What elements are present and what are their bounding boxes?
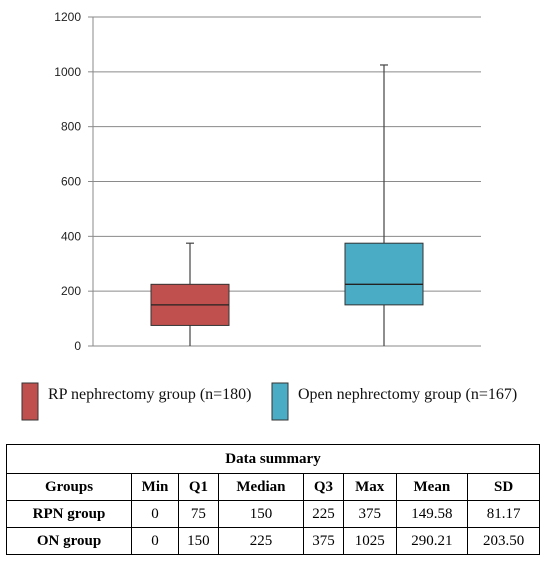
cell-min: 0 — [131, 527, 179, 555]
legend-swatch — [271, 382, 289, 421]
cell-sd: 203.50 — [467, 527, 540, 555]
box-plot-2 — [344, 64, 424, 346]
cell-mean: 290.21 — [395, 527, 469, 555]
cell-mean: 149.58 — [395, 500, 469, 528]
header-min: Min — [131, 473, 179, 501]
header-max: Max — [342, 473, 397, 501]
legend-label: Open nephrectomy group (n=167) — [298, 386, 517, 403]
cell-median: 225 — [217, 527, 305, 555]
header-q1: Q1 — [177, 473, 219, 501]
box-plot-chart: 0 200 400 600 800 1000 1200 RP nephrectomy gro… — [21, 10, 517, 421]
y-tick-label: 800 — [61, 120, 81, 134]
table-title-row: Data summary — [6, 444, 540, 474]
iqr-box — [344, 242, 424, 306]
y-tick-label: 200 — [61, 284, 81, 298]
header-q3: Q3 — [303, 473, 344, 501]
table-title: Data summary — [6, 444, 540, 474]
boxes — [150, 64, 424, 346]
cell-q3: 375 — [303, 527, 344, 555]
legend: RP nephrectomy group (n=180) Open nephrec… — [21, 382, 517, 421]
data-summary-table: Data summary Groups Min Q1 Median Q3 Max… — [5, 444, 540, 555]
header-median: Median — [217, 473, 305, 501]
cell-q1: 75 — [177, 500, 219, 528]
header-groups: Groups — [5, 473, 133, 501]
cell-q1: 150 — [177, 527, 219, 555]
header-sd: SD — [467, 473, 540, 501]
y-axis-ticks: 0 200 400 600 800 1000 1200 — [54, 10, 81, 353]
y-tick-label: 1000 — [54, 65, 81, 79]
cell-sd: 81.17 — [467, 500, 540, 528]
y-tick-label: 400 — [61, 229, 81, 243]
cell-q3: 225 — [303, 500, 344, 528]
header-mean: Mean — [395, 473, 469, 501]
y-tick-label: 600 — [61, 175, 81, 189]
y-tick-label: 0 — [74, 339, 81, 353]
table-header-row: Groups Min Q1 Median Q3 Max Mean SD — [5, 473, 540, 501]
row-group-label: ON group — [5, 527, 133, 555]
row-group-label: RPN group — [5, 500, 133, 528]
box-plot-1 — [150, 242, 230, 346]
legend-label: RP nephrectomy group (n=180) — [48, 386, 252, 403]
legend-item: Open nephrectomy group (n=167) — [271, 382, 517, 421]
cell-max: 375 — [342, 500, 397, 528]
legend-item: RP nephrectomy group (n=180) — [21, 382, 252, 421]
y-tick-label: 1200 — [54, 10, 81, 24]
cell-median: 150 — [217, 500, 305, 528]
table-row: RPN group 0 75 150 225 375 149.58 81.17 — [5, 500, 540, 528]
cell-max: 1025 — [342, 527, 397, 555]
gridlines — [88, 16, 481, 347]
cell-min: 0 — [131, 500, 179, 528]
table-row: ON group 0 150 225 375 1025 290.21 203.5… — [5, 527, 540, 555]
legend-swatch — [21, 382, 39, 421]
